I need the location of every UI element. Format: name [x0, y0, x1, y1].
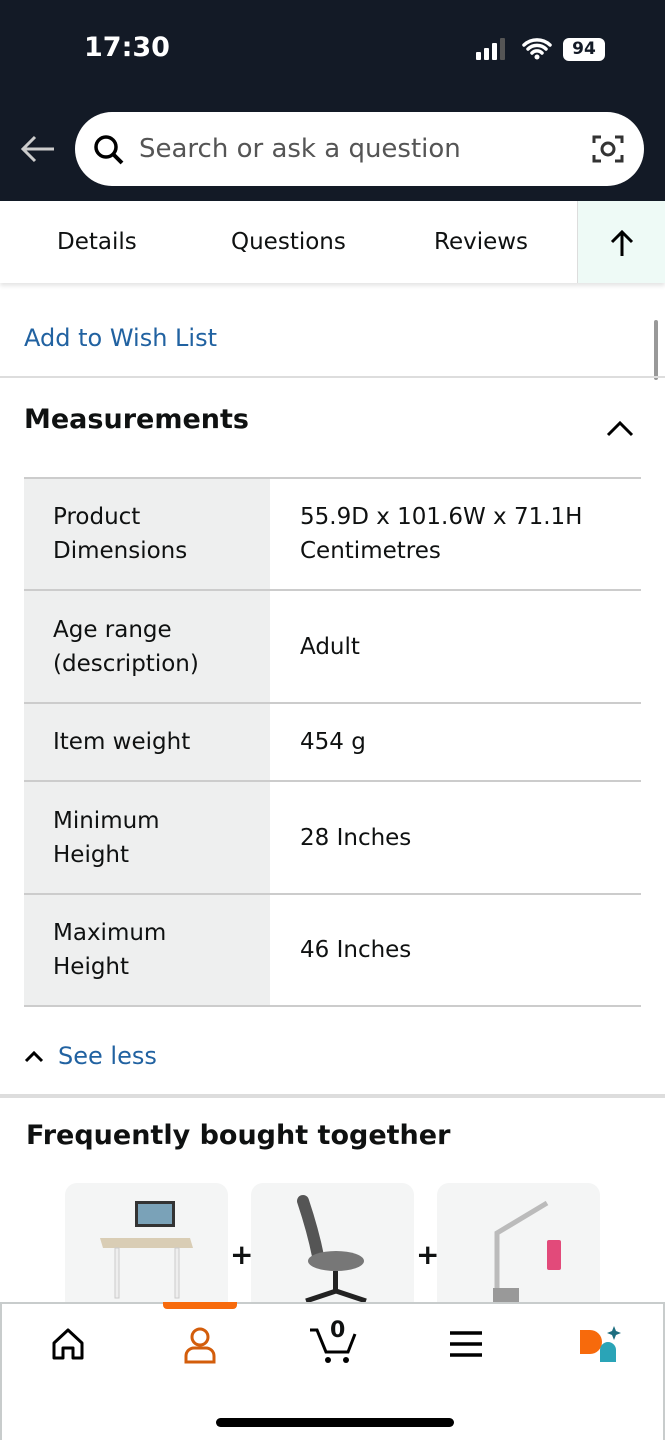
row-key: Minimum Height	[24, 780, 270, 895]
plus-sign: +	[416, 1238, 440, 1271]
plus-sign: +	[230, 1238, 254, 1271]
rufus-ai-icon[interactable]	[578, 1326, 622, 1366]
divider	[0, 1094, 665, 1098]
bottom-nav: 0	[0, 1302, 665, 1440]
row-key: Age range (description)	[24, 589, 270, 704]
menu-icon[interactable]	[449, 1330, 483, 1358]
scrollbar[interactable]	[654, 320, 658, 380]
signal-icon	[476, 38, 505, 60]
account-icon[interactable]	[182, 1326, 218, 1364]
table-row: Age range (description) Adult	[24, 589, 641, 704]
home-icon[interactable]	[50, 1326, 86, 1362]
table-row: Item weight 454 g	[24, 702, 641, 782]
row-key: Maximum Height	[24, 893, 270, 1007]
table-row: Minimum Height 28 Inches	[24, 780, 641, 895]
measurements-table: Product Dimensions 55.9D x 101.6W x 71.1H…	[24, 477, 641, 1007]
tab-details[interactable]: Details	[57, 229, 137, 255]
row-value: 55.9D x 101.6W x 71.1H Centimetres	[270, 477, 641, 591]
chevron-up-icon[interactable]	[605, 418, 635, 438]
add-to-wish-list-link[interactable]: Add to Wish List	[24, 324, 217, 352]
divider	[0, 376, 665, 378]
row-value: 28 Inches	[270, 780, 641, 895]
wifi-icon	[522, 38, 552, 60]
row-key: Product Dimensions	[24, 477, 270, 591]
product-image-desk[interactable]	[65, 1183, 228, 1313]
see-less-label: See less	[58, 1042, 157, 1070]
header: 17:30 94 Search or ask a question	[0, 0, 665, 201]
row-value: 454 g	[270, 702, 641, 782]
section-tabs: Details Questions Reviews	[0, 201, 665, 283]
active-tab-indicator	[163, 1302, 237, 1309]
cart-count: 0	[330, 1318, 346, 1343]
measurements-heading: Measurements	[24, 404, 249, 435]
status-time: 17:30	[84, 32, 170, 63]
search-icon	[94, 135, 124, 165]
cart-button[interactable]: 0	[308, 1318, 360, 1366]
battery-icon: 94	[563, 38, 605, 61]
table-row: Maximum Height 46 Inches	[24, 893, 641, 1007]
tab-reviews[interactable]: Reviews	[434, 229, 529, 255]
home-indicator	[216, 1418, 454, 1427]
table-row: Product Dimensions 55.9D x 101.6W x 71.1H…	[24, 477, 641, 591]
fbt-heading: Frequently bought together	[26, 1120, 451, 1151]
tab-questions[interactable]: Questions	[231, 229, 346, 255]
row-key: Item weight	[24, 702, 270, 782]
see-less-button[interactable]: See less	[24, 1042, 157, 1070]
product-image-lamp[interactable]	[437, 1183, 600, 1313]
arrow-up-icon	[610, 229, 634, 256]
product-image-chair[interactable]	[251, 1183, 414, 1313]
camera-icon[interactable]	[591, 132, 625, 166]
back-arrow-icon[interactable]	[20, 134, 56, 164]
scroll-to-top-button[interactable]	[577, 201, 665, 283]
row-value: Adult	[270, 589, 641, 704]
row-value: 46 Inches	[270, 893, 641, 1007]
search-placeholder: Search or ask a question	[139, 134, 461, 164]
chevron-up-icon	[24, 1050, 44, 1063]
cart-icon	[310, 1328, 357, 1363]
search-input[interactable]: Search or ask a question	[75, 112, 644, 186]
